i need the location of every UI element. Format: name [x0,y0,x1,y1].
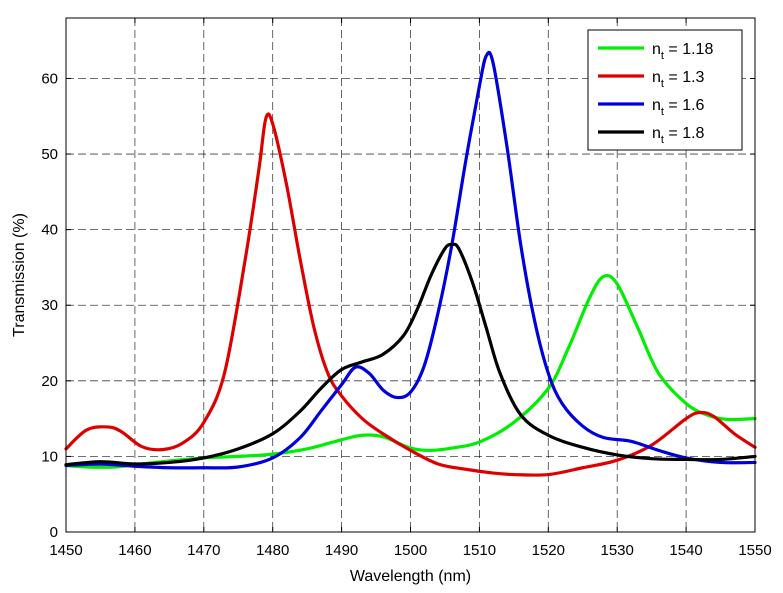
x-tick-label: 1500 [394,542,427,559]
x-tick-label: 1470 [187,542,220,559]
x-tick-label: 1460 [118,542,151,559]
y-tick-label: 50 [41,146,58,163]
legend-label: nt = 1.8 [652,125,705,146]
series-line-3 [64,50,757,470]
x-tick-label: 1510 [463,542,496,559]
y-tick-label: 30 [41,297,58,314]
x-tick-label: 1480 [256,542,289,559]
legend-box [587,29,743,151]
series-line-4 [64,242,757,467]
x-tick-label: 1530 [601,542,634,559]
x-tick-label: 1520 [532,542,565,559]
legend-label: nt = 1.18 [652,41,713,62]
y-axis-label: Transmission (%) [11,213,28,337]
ticks: 1450 1460 1470 1480 1490 1500 1510 1520 1530 1540… [41,18,772,559]
x-tick-label: 1550 [738,542,771,559]
y-tick-label: 0 [50,524,58,541]
x-tick-label: 1540 [669,542,702,559]
y-tick-label: 40 [41,222,58,239]
x-axis-label: Wavelength (nm) [350,568,471,585]
x-tick-label: 1490 [325,542,358,559]
y-tick-label: 10 [41,448,58,465]
legend-label: nt = 1.6 [652,97,705,118]
x-tick-label: 1450 [49,542,82,559]
y-tick-label: 20 [41,373,58,390]
series-lines [64,50,757,477]
y-tick-label: 60 [41,70,58,87]
legend: nt = 1.18 nt = 1.3 nt = 1.6 nt = 1.8 [587,29,743,151]
legend-label: nt = 1.3 [652,69,705,90]
